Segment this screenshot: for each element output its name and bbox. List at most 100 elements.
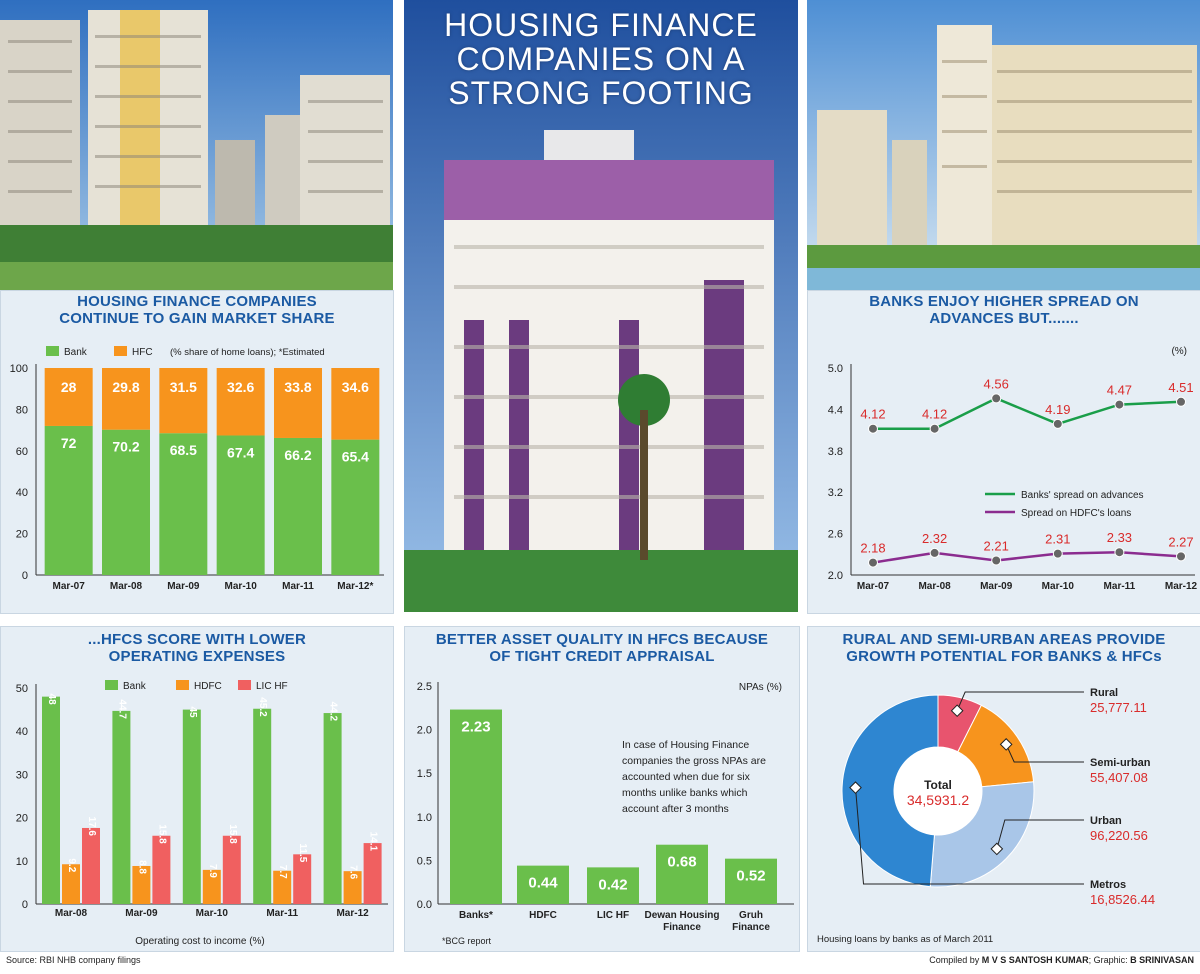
bar: [132, 865, 151, 904]
legend-label-hfc: HFC: [132, 347, 153, 358]
bar: [293, 854, 312, 904]
bar: [725, 858, 777, 904]
data-label: 44.2: [328, 702, 339, 722]
bar: [273, 870, 292, 904]
data-label: 7.7: [277, 865, 288, 879]
bar: [343, 871, 362, 904]
building-photo-left: [0, 0, 393, 290]
y-tick-label: 0: [22, 899, 28, 911]
data-point: [929, 547, 940, 558]
chart-title-operating-expenses: ...HFCS SCORE WITH LOWER OPERATING EXPEN…: [87, 631, 307, 665]
y-tick-label: 30: [16, 769, 28, 781]
data-point: [1052, 548, 1063, 559]
x-tick-label: HDFC: [529, 910, 557, 921]
caption: Housing loans by banks as of March 2011: [817, 934, 993, 945]
legend-label-banks: Banks' spread on advances: [1021, 490, 1144, 501]
chart-note: (% share of home loans); *Estimated: [170, 347, 325, 358]
bar-bank: [216, 435, 265, 575]
data-label: 4.56: [984, 376, 1009, 391]
slice-name: Semi-urban: [1090, 757, 1151, 769]
data-label: 0.42: [598, 876, 627, 893]
data-label: 9.2: [66, 858, 77, 872]
x-tick-label: Mar-10: [196, 908, 229, 919]
x-tick-label: Mar-07: [857, 581, 890, 592]
slice-name: Rural: [1090, 687, 1118, 699]
bar: [656, 844, 708, 904]
y-tick-label: 1.5: [417, 768, 432, 780]
y-tick-label: 1.0: [417, 812, 432, 824]
annotation-line: In case of Housing Finance: [622, 739, 749, 751]
data-point: [929, 423, 940, 434]
bar: [152, 835, 171, 904]
bar: [450, 709, 502, 904]
data-label: 4.12: [860, 407, 885, 422]
building-photo-center: [404, 0, 798, 612]
x-tick-label: Mar-09: [125, 908, 158, 919]
y-tick-label: 40: [16, 726, 28, 738]
legend-label-hdfc: Spread on HDFC's loans: [1021, 508, 1131, 519]
leader-line: [956, 691, 1084, 711]
data-point: [1052, 418, 1063, 429]
donut-center-label: Total: [924, 778, 952, 792]
x-tick-label: Finance: [663, 922, 701, 933]
data-point: [868, 423, 878, 434]
leader-marker: [950, 704, 964, 718]
x-tick-label: Mar-11: [1104, 581, 1136, 592]
y-tick-label: 0.0: [417, 899, 432, 911]
y-tick-label: 80: [16, 404, 28, 416]
chart-npa: NPAs (%) 0.0 0.5 1.0 1.5 2.0 2.5 2.23 Banks* 0.44…: [417, 681, 794, 946]
x-tick-label: Mar-08: [918, 581, 951, 592]
data-label: 15.8: [156, 824, 167, 844]
bar-hfc: [274, 368, 322, 438]
chart-title-npa: BETTER ASSET QUALITY IN HFCS BECAUSE OF …: [435, 631, 769, 665]
bar: [253, 708, 272, 904]
bar: [202, 869, 221, 904]
legend-swatch: [105, 680, 118, 690]
leader-marker: [990, 842, 1004, 856]
x-tick-label: Mar-10: [1042, 581, 1075, 592]
data-label-bank: 66.2: [284, 447, 311, 463]
y-tick-label: 2.0: [828, 570, 843, 582]
x-axis-label: Operating cost to income (%): [135, 936, 265, 947]
graphic-name: B SRINIVASAN: [1130, 955, 1194, 965]
data-label: 2.21: [984, 539, 1009, 554]
data-label: 7.9: [207, 864, 218, 878]
slice-value: 55,407.08: [1090, 770, 1148, 785]
bar: [62, 864, 80, 904]
y-tick-label: 20: [16, 813, 28, 825]
data-label: 45.2: [257, 697, 268, 717]
annotation-line: months unlike banks which: [622, 787, 748, 799]
data-label: 0.44: [528, 875, 558, 892]
data-label-bank: 68.5: [170, 442, 197, 458]
legend-swatch-hfc: [114, 346, 127, 356]
slice-value: 96,220.56: [1090, 828, 1148, 843]
data-label: 2.33: [1107, 530, 1132, 545]
donut-center-value: 34,5931.2: [907, 792, 969, 808]
data-label: 2.27: [1168, 534, 1193, 549]
data-point: [991, 393, 1002, 404]
data-point: [991, 555, 1002, 566]
data-label: 7.6: [348, 865, 359, 879]
data-label: 0.68: [667, 854, 696, 871]
data-label: 4.47: [1107, 383, 1132, 398]
leader-marker: [849, 781, 862, 795]
y-tick-label: 20: [16, 529, 28, 541]
x-tick-label: Mar-12*: [337, 581, 373, 592]
data-label: 15.8: [227, 824, 238, 844]
data-label: 4.51: [1168, 380, 1193, 395]
data-label-hfc: 32.6: [227, 379, 254, 395]
x-tick-label: Mar-11: [282, 581, 314, 592]
series-line-banks: [873, 396, 1182, 430]
data-label-bank: 70.2: [112, 439, 139, 455]
x-tick-label: Mar-08: [110, 581, 143, 592]
legend-swatch-bank: [46, 346, 59, 356]
bar: [82, 827, 100, 904]
bar: [363, 843, 382, 904]
unit-label: NPAs (%): [739, 682, 782, 693]
data-label-bank: 67.4: [227, 444, 254, 460]
data-label-bank: 72: [61, 435, 77, 451]
legend-label: HDFC: [194, 681, 222, 692]
legend-swatch: [176, 680, 189, 690]
y-tick-label: 3.8: [828, 446, 843, 458]
